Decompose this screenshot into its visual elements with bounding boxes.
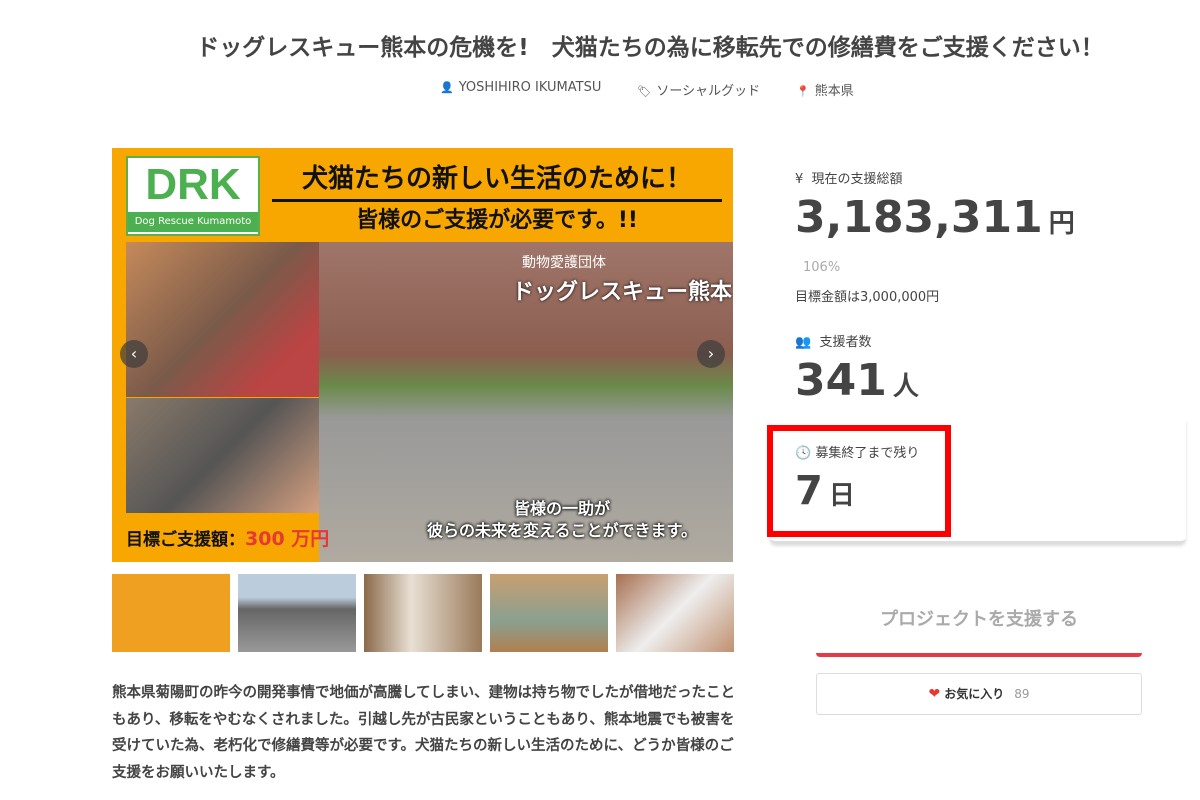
clock-icon: 🕓 bbox=[795, 446, 812, 461]
project-meta: 👤 YOSHIHIRO IKUMATSU 🏷 ソーシャルグッド 📍 熊本県 bbox=[440, 80, 854, 99]
drk-logo: DRK Dog Rescue Kumamoto bbox=[126, 156, 260, 236]
backers-label: 👥 支援者数 bbox=[795, 335, 872, 350]
location-link[interactable]: 📍 熊本県 bbox=[796, 80, 854, 99]
thumbnail[interactable] bbox=[112, 574, 230, 652]
org-label: 動物愛護団体 bbox=[522, 255, 606, 271]
location-name: 熊本県 bbox=[814, 84, 854, 99]
hero-goal: 目標ご支援額：300 万円 bbox=[126, 528, 330, 550]
stats-card bbox=[770, 420, 1186, 544]
heart-icon: ❤ bbox=[928, 686, 941, 702]
thumbnail[interactable] bbox=[364, 574, 482, 652]
highlight-box bbox=[767, 425, 951, 537]
hero-headline: 犬猫たちの新しい生活のために！ bbox=[272, 158, 722, 202]
goal-amount: 目標金額は3,000,000円 bbox=[795, 290, 940, 305]
progress-percent: 106% bbox=[803, 260, 841, 275]
hero-subheadline: 皆様のご支援が必要です。!! bbox=[356, 208, 638, 233]
category-name: ソーシャルグッド bbox=[656, 84, 761, 99]
thumbnail[interactable] bbox=[490, 574, 608, 652]
support-project-button[interactable]: プロジェクトを支援する bbox=[816, 585, 1142, 657]
tag-icon: 🏷 bbox=[637, 85, 652, 98]
owner-name: YOSHIHIRO IKUMATSU bbox=[458, 80, 602, 95]
user-icon: 👤 bbox=[440, 81, 454, 94]
category-link[interactable]: 🏷 ソーシャルグッド bbox=[637, 80, 760, 99]
kittens-photo bbox=[126, 242, 319, 397]
org-name: ドッグレスキュー熊本 bbox=[512, 280, 733, 305]
yen-icon: ¥ bbox=[795, 172, 804, 187]
carousel-prev-button[interactable]: ‹ bbox=[120, 340, 148, 368]
favorite-count: 89 bbox=[1014, 687, 1030, 701]
main-image-carousel[interactable]: DRK Dog Rescue Kumamoto 犬猫たちの新しい生活のために！ 皆… bbox=[112, 148, 733, 562]
kittens-photo-2 bbox=[126, 398, 319, 513]
thumbnail-strip bbox=[112, 574, 734, 652]
page-title: ドッグレスキュー熊本の危機を! 犬猫たちの為に移転先での修繕費をご支援ください！ bbox=[196, 35, 1104, 61]
hero-caption: 皆様の一助が 彼らの未来を変えることができます。 bbox=[427, 499, 697, 540]
remaining-label: 🕓 募集終了まで残り bbox=[795, 446, 920, 461]
total-amount: 3,183,311 円 bbox=[795, 192, 1075, 243]
carousel-next-button[interactable]: › bbox=[697, 340, 725, 368]
backers-count: 341 人 bbox=[795, 355, 919, 406]
total-label: ¥ 現在の支援総額 bbox=[795, 172, 903, 187]
dogs-photo bbox=[319, 242, 733, 562]
owner-link[interactable]: 👤 YOSHIHIRO IKUMATSU bbox=[440, 80, 601, 99]
thumbnail[interactable] bbox=[616, 574, 734, 652]
favorite-button[interactable]: ❤ お気に入り 89 bbox=[816, 673, 1142, 715]
thumbnail[interactable] bbox=[238, 574, 356, 652]
users-icon: 👥 bbox=[795, 335, 812, 350]
map-pin-icon: 📍 bbox=[796, 85, 810, 98]
project-description: 熊本県菊陽町の昨今の開発事情で地価が高騰してしまい、建物は持ち物でしたが借地だっ… bbox=[112, 685, 736, 781]
favorite-label: お気に入り bbox=[944, 687, 1005, 701]
